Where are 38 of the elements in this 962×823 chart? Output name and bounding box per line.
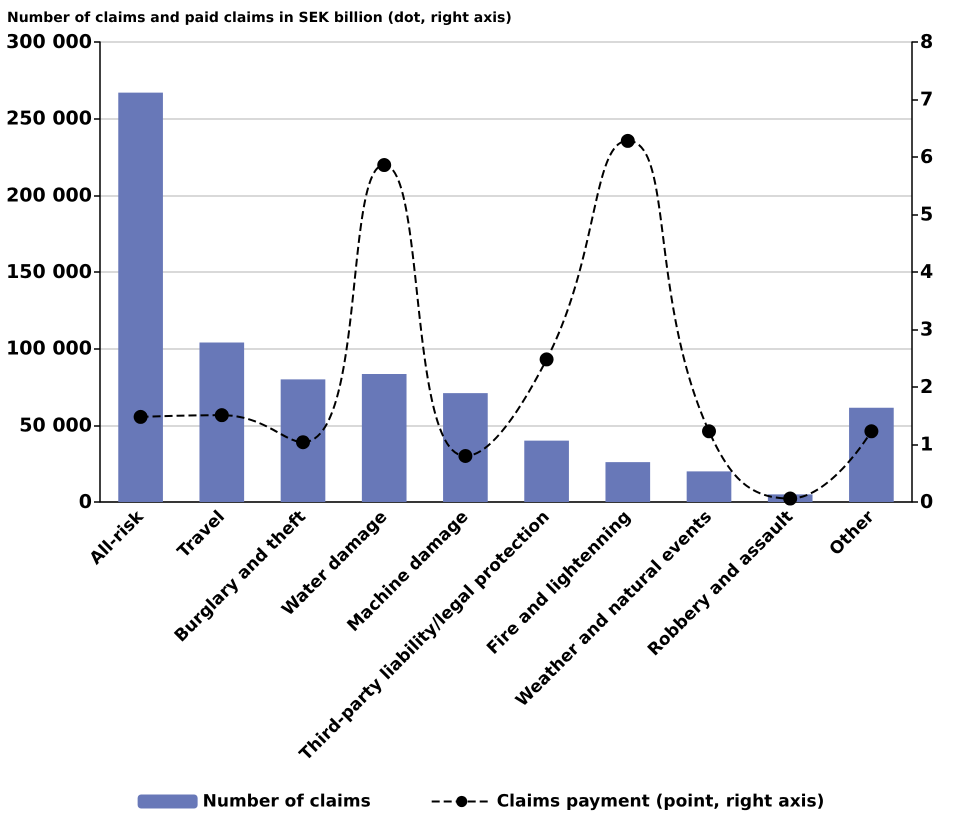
- point: [214, 408, 229, 422]
- bar: [362, 374, 407, 502]
- y2-tick-label: 2: [920, 376, 934, 398]
- chart-title: Number of claims and paid claims in SEK billion (dot, right axis): [7, 10, 512, 26]
- y-tick-label: 250 000: [6, 108, 92, 130]
- bar: [849, 408, 894, 502]
- point: [458, 449, 472, 463]
- y2-tick-label: 5: [920, 204, 934, 226]
- y2-tick-label: 1: [920, 434, 934, 456]
- y-tick-label: 0: [78, 491, 92, 513]
- y2-tick-label: 8: [920, 31, 934, 53]
- point: [702, 424, 716, 438]
- y-tick-label: 200 000: [6, 184, 92, 206]
- y2-tick-label: 3: [920, 318, 934, 340]
- bar: [280, 379, 326, 502]
- point: [296, 435, 310, 450]
- bar: [524, 440, 569, 502]
- y-tick-label: 300 000: [6, 31, 92, 53]
- legend-label: Number of claims: [202, 792, 371, 812]
- y2-tick-label: 4: [920, 261, 934, 283]
- point: [783, 492, 798, 506]
- y2-tick-label: 0: [920, 491, 934, 513]
- bar: [443, 393, 488, 502]
- legend-label: Claims payment (point, right axis): [496, 792, 824, 812]
- point: [134, 410, 148, 424]
- bar: [686, 471, 732, 502]
- bar: [605, 462, 650, 502]
- point: [864, 424, 878, 438]
- y2-tick-label: 6: [920, 146, 934, 168]
- y-tick-label: 50 000: [19, 414, 92, 436]
- y-tick-label: 150 000: [6, 261, 92, 283]
- bar: [118, 92, 163, 502]
- y2-tick-label: 7: [920, 88, 934, 110]
- point: [377, 158, 392, 172]
- point: [540, 352, 554, 366]
- bar: [199, 342, 244, 502]
- y-tick-label: 100 000: [6, 338, 92, 360]
- point: [620, 134, 635, 148]
